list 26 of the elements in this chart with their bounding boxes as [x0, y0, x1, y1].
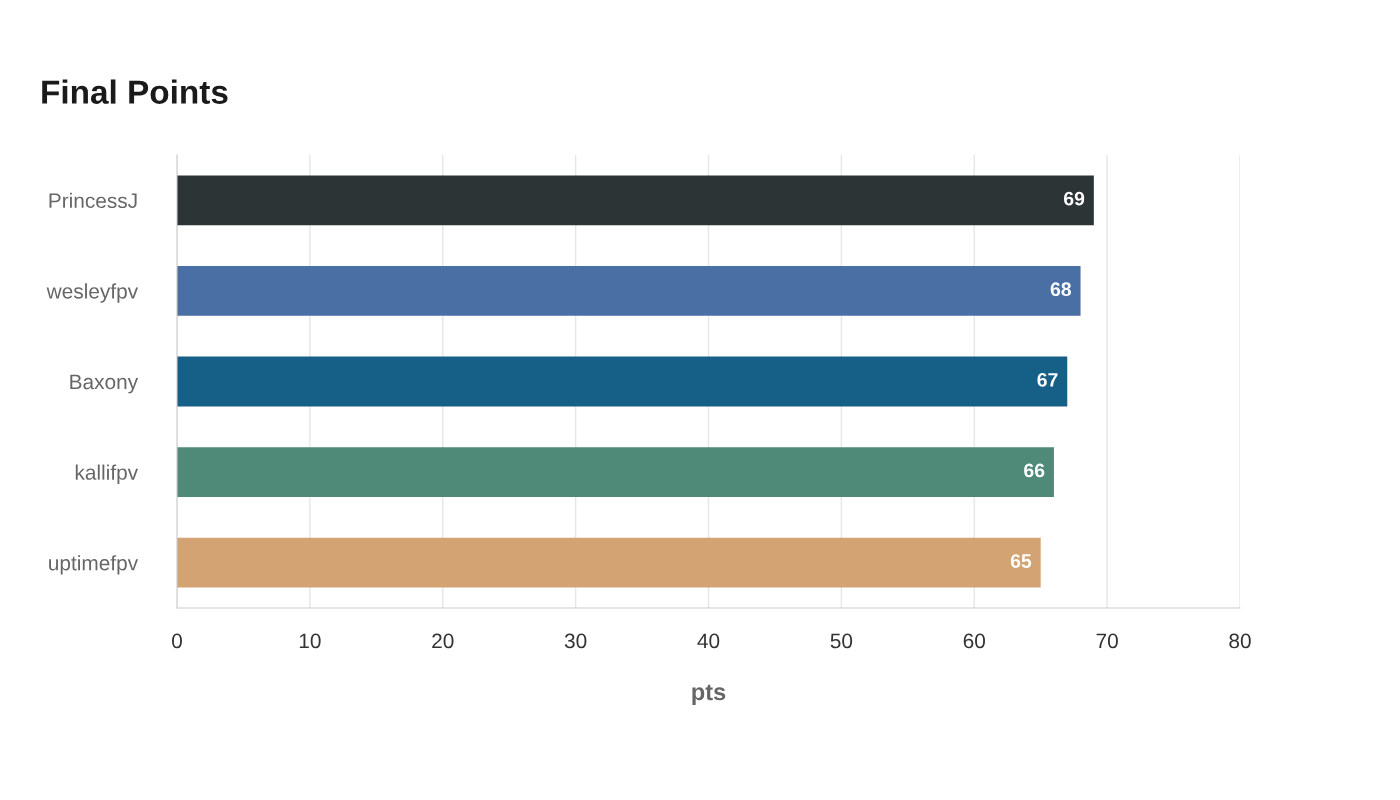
y-tick-label: kallifpv [75, 464, 139, 484]
x-tick-label: 50 [830, 633, 853, 649]
bar [177, 447, 1054, 498]
data-label: 67 [1037, 372, 1058, 387]
bar [177, 537, 1041, 588]
data-label: 66 [1024, 463, 1045, 478]
data-label: 68 [1050, 282, 1072, 297]
x-axis-title: pts [692, 684, 726, 705]
x-tick-label: 0 [172, 633, 182, 649]
y-tick-label: wesleyfpv [46, 283, 139, 303]
bar [177, 265, 1081, 316]
x-tick-label: 40 [697, 633, 720, 649]
bar [177, 356, 1068, 407]
bar [177, 175, 1094, 226]
x-tick-label: 60 [963, 633, 986, 649]
x-tick-label: 20 [432, 633, 454, 649]
data-label: 69 [1063, 191, 1085, 206]
y-tick-label: PrincessJ [49, 192, 137, 209]
chart-title: Final Points [42, 79, 228, 104]
x-tick-label: 30 [564, 633, 587, 649]
y-tick-label: uptimefpv [49, 555, 139, 575]
x-tick-label: 10 [299, 633, 321, 649]
y-tick-label: Baxony [70, 374, 139, 394]
x-tick-label: 70 [1096, 633, 1118, 649]
data-label: 65 [1010, 554, 1032, 568]
x-tick-label: 80 [1229, 633, 1251, 649]
